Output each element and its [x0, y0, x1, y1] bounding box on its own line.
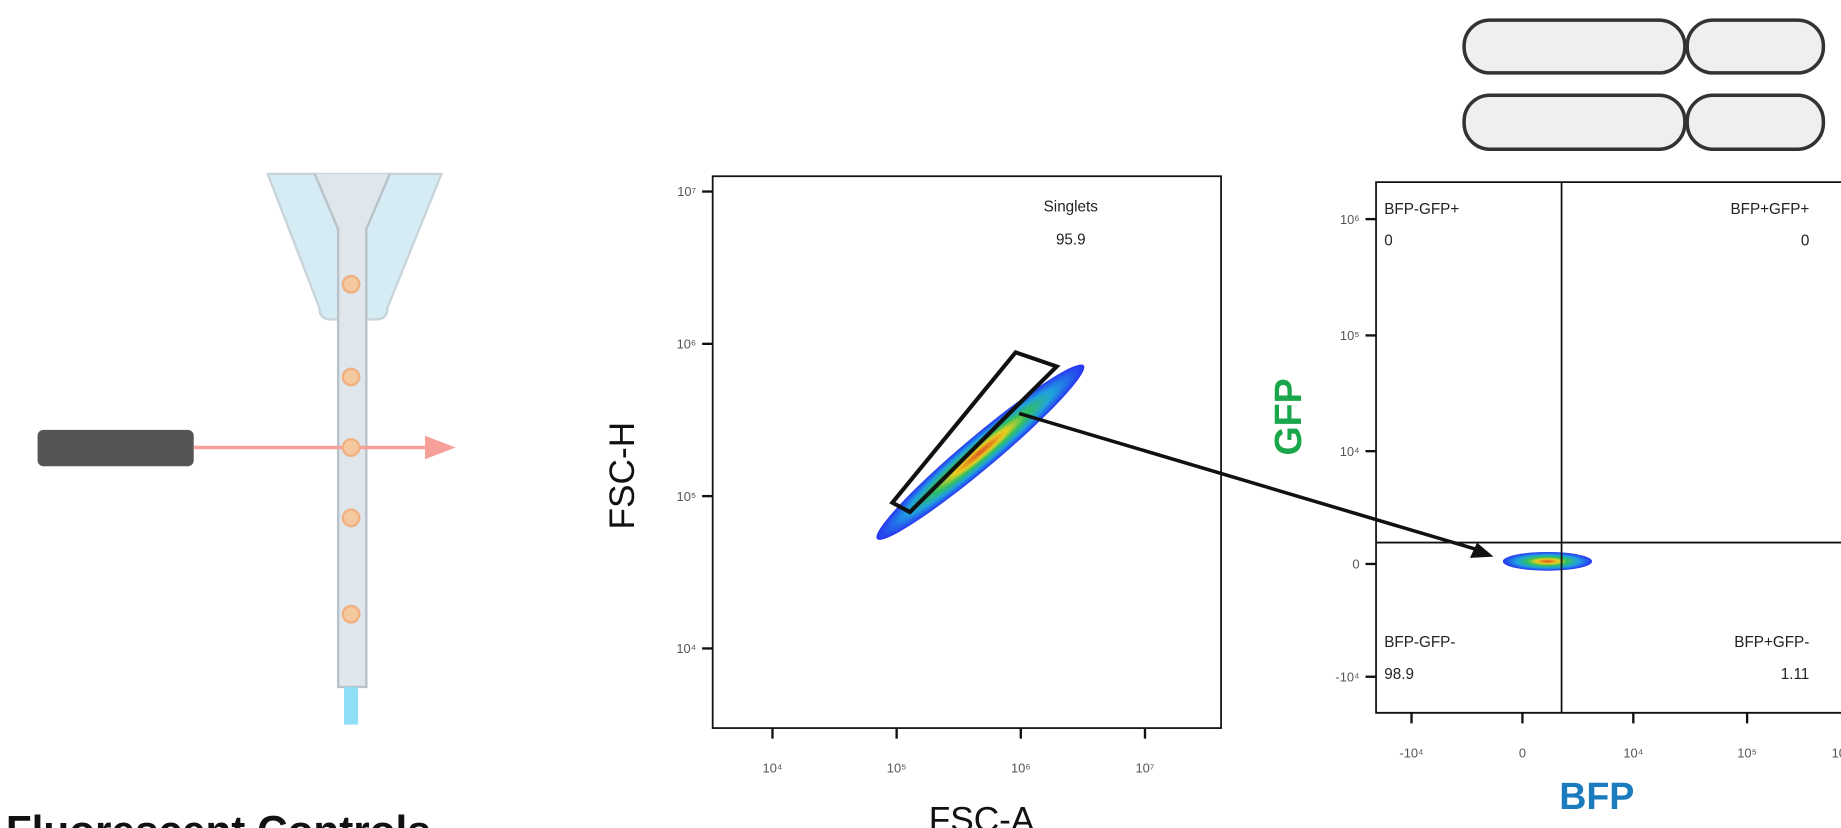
x-tick-label: -10⁴: [1399, 745, 1423, 760]
plot-frame: [1375, 181, 1841, 714]
x-axis-label: BFP: [1559, 775, 1634, 817]
singlets-gate: [889, 349, 1061, 515]
sample-tubes: [1462, 18, 1826, 151]
stream: [344, 686, 359, 725]
gate-name: Singlets: [1044, 198, 1099, 215]
x-tick-label: 10⁵: [887, 761, 907, 776]
gate-percent: 98.9: [1384, 666, 1414, 683]
x-axis-label: FSC-A: [929, 800, 1035, 828]
gate-percent: 95.9: [1056, 231, 1086, 248]
x-tick-label: 0: [1519, 745, 1526, 760]
plot-frame: [711, 175, 1222, 729]
beam-arrowhead: [425, 435, 456, 460]
y-tick-label: 0: [1352, 557, 1359, 572]
arrowhead: [1469, 542, 1494, 558]
x-tick-label: 10⁴: [763, 761, 783, 776]
y-tick-label: -10⁴: [1335, 669, 1359, 684]
y-tick-label: 10⁷: [677, 184, 696, 199]
x-tick-label: 10⁶: [1011, 761, 1031, 776]
gate-name: BFP-GFP+: [1384, 201, 1459, 218]
y-tick-label: 10⁶: [1340, 212, 1360, 227]
gate-name: BFP-GFP-: [1384, 634, 1455, 651]
gate-name: BFP+GFP+: [1730, 201, 1809, 218]
x-tick-label: 10⁶: [1832, 745, 1841, 760]
y-axis-label: GFP: [1267, 378, 1309, 455]
x-tick-label: 10⁵: [1737, 745, 1757, 760]
flow-cell-illustration: [37, 172, 456, 725]
density-cloud: [876, 364, 1085, 540]
y-tick-label: 10⁴: [1340, 444, 1360, 459]
x-tick-label: 10⁴: [1623, 745, 1643, 760]
gate-arrow: [1018, 411, 1478, 552]
y-tick-label: 10⁴: [676, 641, 696, 656]
y-axis-label: FSC-H: [603, 422, 642, 530]
y-tick-label: 10⁵: [1340, 328, 1360, 343]
gate-percent: 0: [1384, 233, 1392, 250]
laser: [37, 429, 194, 467]
y-tick-label: 10⁶: [677, 337, 697, 352]
gate-percent: 1.11: [1781, 666, 1810, 683]
gate-name: BFP+GFP-: [1734, 634, 1809, 651]
figure-title: Fluorescent Controls: [6, 807, 431, 828]
y-tick-label: 10⁵: [677, 489, 697, 504]
density-cloud: [1502, 551, 1593, 571]
x-tick-label: 10⁷: [1135, 761, 1154, 776]
cells: [341, 274, 361, 624]
gate-percent: 0: [1801, 233, 1809, 250]
